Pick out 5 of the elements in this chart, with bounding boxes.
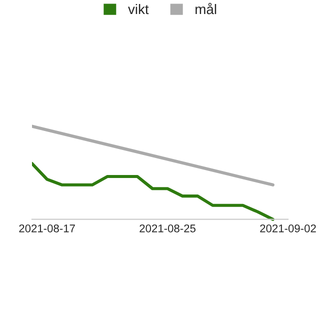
legend-label: vikt (128, 4, 149, 14)
legend-label: mål (196, 2, 216, 14)
x-tick-label: 2021-08-25 (140, 224, 196, 232)
x-tick-label: 2021-09-02 (260, 224, 316, 232)
x-tick-label: 2021-08-17 (19, 224, 75, 232)
